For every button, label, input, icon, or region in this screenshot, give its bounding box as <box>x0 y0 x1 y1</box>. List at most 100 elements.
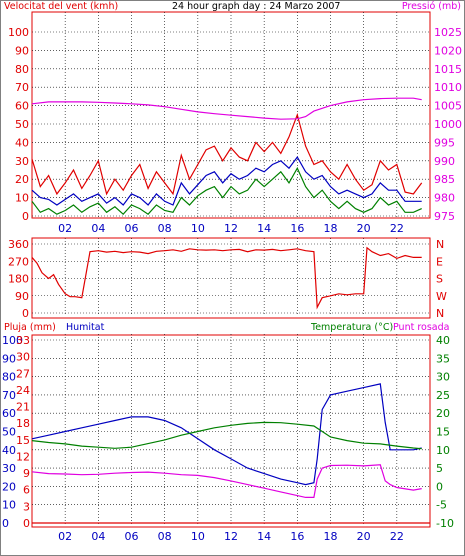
humidity-line <box>31 383 422 486</box>
wind-speed-tick-label: 50 <box>15 118 29 131</box>
wind-direction-line <box>31 246 422 310</box>
pressure-tick-label: 1005 <box>434 100 462 113</box>
wind-time-tick-label: 14 <box>257 222 271 235</box>
humidity-time-tick-label: 16 <box>290 530 304 543</box>
humidity-tick-label: 80 <box>2 371 16 384</box>
temperature-tick-label: 30 <box>436 371 450 384</box>
humidity-time-tick-label: 02 <box>58 530 72 543</box>
wind-time-tick-label: 22 <box>390 222 404 235</box>
direction-degree-tick-label: 180 <box>8 273 29 286</box>
temperature-line <box>31 421 422 450</box>
pressure-tick-label: 980 <box>434 192 455 205</box>
pressure-line <box>31 97 422 120</box>
wind-avg-line <box>31 156 422 206</box>
humidity-time-tick-label: 04 <box>91 530 105 543</box>
rain-tick-label: 3 <box>23 500 30 513</box>
direction-compass-tick-label: N <box>436 238 444 251</box>
temperature-tick-label: 25 <box>436 389 450 402</box>
humidity-tick-label: 40 <box>2 444 16 457</box>
humidity-time-tick-label: 10 <box>191 530 205 543</box>
humidity-time-tick-label: 08 <box>158 530 172 543</box>
wind-speed-tick-label: 30 <box>15 155 29 168</box>
rain-tick-label: 9 <box>23 467 30 480</box>
temperature-legend: Temperatura (°C) <box>310 322 393 333</box>
direction-compass-tick-label: W <box>436 290 447 303</box>
temperature-tick-label: 40 <box>436 334 450 347</box>
humidity-tick-label: 20 <box>2 480 16 493</box>
humidity-time-tick-label: 22 <box>390 530 404 543</box>
rain-tick-label: 30 <box>16 351 30 364</box>
humidity-time-tick-label: 06 <box>125 530 139 543</box>
humidity-tick-label: 60 <box>2 407 16 420</box>
rain-legend: Pluja (mm) <box>4 322 56 333</box>
rain-tick-label: 21 <box>16 401 30 414</box>
wind-speed-tick-label: 70 <box>15 81 29 94</box>
pressure-tick-label: 1010 <box>434 81 462 94</box>
temperature-tick-label: 5 <box>436 462 443 475</box>
temperature-tick-label: 35 <box>436 352 450 365</box>
humidity-tick-label: 90 <box>2 352 16 365</box>
rain-tick-label: 12 <box>16 450 30 463</box>
rain-tick-label: 18 <box>16 417 30 430</box>
temperature-tick-label: 0 <box>436 480 443 493</box>
pressure-tick-label: 985 <box>434 173 455 186</box>
pressure-tick-label: 1025 <box>434 26 462 39</box>
wind-speed-tick-label: 0 <box>22 210 29 223</box>
wind-speed-tick-label: 90 <box>15 44 29 57</box>
wind-speed-tick-label: 40 <box>15 136 29 149</box>
rain-tick-label: 24 <box>16 384 30 397</box>
wind-time-tick-label: 04 <box>91 222 105 235</box>
rain-tick-label: 15 <box>16 434 30 447</box>
temperature-tick-label: -5 <box>436 499 447 512</box>
wind-speed-tick-label: 20 <box>15 173 29 186</box>
direction-degree-tick-label: 90 <box>15 290 29 303</box>
humidity-time-tick-label: 20 <box>357 530 371 543</box>
direction-compass-tick-label: S <box>436 273 443 286</box>
rain-tick-label: 33 <box>16 334 30 347</box>
humidity-tick-label: 100 <box>2 334 23 347</box>
humidity-tick-label: 50 <box>2 426 16 439</box>
wind-time-tick-label: 02 <box>58 222 72 235</box>
rain-tick-label: 0 <box>23 517 30 530</box>
humidity-legend: Humitat <box>66 322 105 333</box>
wind-time-tick-label: 12 <box>224 222 238 235</box>
wind-speed-tick-label: 100 <box>8 26 29 39</box>
wind-time-tick-label: 20 <box>357 222 371 235</box>
pressure-tick-label: 995 <box>434 136 455 149</box>
pressure-tick-label: 990 <box>434 155 455 168</box>
wind-speed-tick-label: 80 <box>15 63 29 76</box>
wind-time-tick-label: 08 <box>158 222 172 235</box>
dewpoint-legend: Punt rosada <box>393 322 449 333</box>
temperature-tick-label: -10 <box>436 517 454 530</box>
temperature-tick-label: 15 <box>436 426 450 439</box>
wind-time-tick-label: 18 <box>324 222 338 235</box>
pressure-tick-label: 1015 <box>434 63 462 76</box>
direction-degree-tick-label: 0 <box>22 307 29 320</box>
pressure-tick-label: 975 <box>434 210 455 223</box>
wind-speed-tick-label: 10 <box>15 192 29 205</box>
humidity-time-tick-label: 12 <box>224 530 238 543</box>
wind-speed-title: Velocitat del vent (kmh) <box>4 1 118 12</box>
humidity-tick-label: 70 <box>2 389 16 402</box>
rain-tick-label: 27 <box>16 367 30 380</box>
dewpoint-line <box>31 464 422 498</box>
humidity-time-tick-label: 18 <box>324 530 338 543</box>
direction-degree-tick-label: 270 <box>8 255 29 268</box>
humidity-tick-label: 30 <box>2 462 16 475</box>
wind-time-tick-label: 06 <box>125 222 139 235</box>
wind-time-tick-label: 16 <box>290 222 304 235</box>
pressure-tick-label: 1000 <box>434 118 462 131</box>
graph-date-title: 24 hour graph day : 24 Marzo 2007 <box>172 1 340 12</box>
direction-compass-tick-label: E <box>436 255 443 268</box>
wind-gust-line <box>31 112 423 196</box>
temperature-tick-label: 20 <box>436 407 450 420</box>
humidity-tick-label: 0 <box>2 517 9 530</box>
direction-degree-tick-label: 360 <box>8 238 29 251</box>
rain-tick-label: 6 <box>23 484 30 497</box>
temperature-tick-label: 10 <box>436 444 450 457</box>
wind-low-line <box>31 166 422 216</box>
direction-compass-tick-label: N <box>436 307 444 320</box>
pressure-title: Pressió (mb) <box>402 1 461 12</box>
